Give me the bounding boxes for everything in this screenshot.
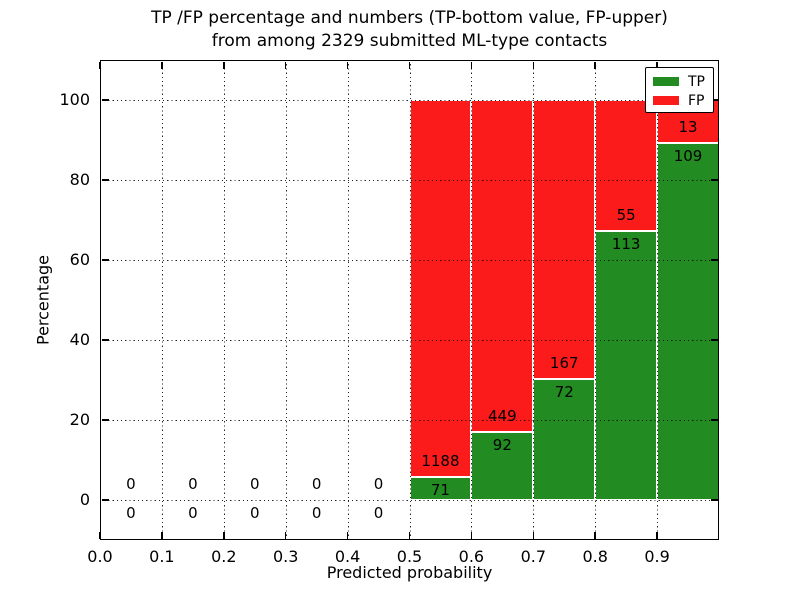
- tick-mark: [656, 61, 658, 69]
- x-tick-label: 0.1: [149, 547, 175, 566]
- x-tick-label: 0.3: [272, 547, 299, 566]
- gridline: [409, 60, 411, 540]
- fp-count-label: 0: [249, 475, 260, 493]
- fp-count-label: 0: [188, 475, 198, 493]
- x-axis-label: Predicted probability: [326, 563, 493, 582]
- fp-count-label: 167: [549, 354, 579, 373]
- bar-segment-tp: [657, 142, 719, 500]
- x-tick-label: 0.6: [458, 547, 485, 566]
- tick-mark: [99, 531, 101, 539]
- fp-count-label: 55: [616, 205, 636, 224]
- x-tick-label: 0.2: [211, 547, 237, 566]
- tick-mark: [656, 531, 658, 539]
- legend-entry: TP: [646, 72, 713, 91]
- tick-mark: [101, 99, 109, 101]
- x-tick-label: 0.4: [334, 547, 361, 566]
- legend: TP FP: [645, 67, 714, 113]
- tick-mark: [346, 531, 349, 539]
- tick-mark: [594, 61, 596, 69]
- gridline: [471, 60, 473, 540]
- tick-mark: [101, 419, 109, 421]
- bar-segment-fp: [471, 100, 534, 432]
- legend-swatch-tp: [653, 77, 679, 86]
- fp-count-label: 0: [311, 475, 322, 493]
- tick-mark: [99, 61, 101, 69]
- tick-mark: [710, 99, 718, 101]
- y-tick-label: 100: [59, 90, 90, 109]
- tp-count-label: 0: [249, 504, 260, 522]
- fp-count-label: 13: [678, 117, 698, 136]
- gridline: [533, 60, 535, 540]
- legend-label: FP: [688, 92, 705, 109]
- fp-count-label: 0: [126, 475, 136, 493]
- tp-count-label: 113: [611, 234, 641, 253]
- fp-count-label: 449: [488, 406, 517, 425]
- tick-mark: [532, 531, 535, 539]
- tick-mark: [408, 531, 411, 539]
- tick-mark: [710, 179, 718, 181]
- fp-count-label: 0: [373, 475, 384, 493]
- y-tick-label: 20: [69, 410, 90, 429]
- tick-mark: [284, 61, 287, 69]
- legend-label: TP: [688, 73, 705, 90]
- tick-mark: [532, 61, 535, 69]
- legend-swatch-fp: [653, 96, 679, 105]
- x-tick-label: 0.5: [396, 547, 423, 566]
- tp-count-label: 0: [373, 504, 384, 522]
- x-tick-label: 0.0: [87, 547, 113, 566]
- tick-mark: [470, 61, 473, 69]
- x-tick-label: 0.9: [644, 547, 670, 566]
- y-tick-label: 40: [69, 330, 90, 349]
- legend-entry: FP: [646, 91, 713, 110]
- tp-count-label: 0: [311, 504, 322, 522]
- x-tick-label: 0.8: [582, 547, 608, 566]
- tick-mark: [710, 339, 718, 341]
- tick-mark: [161, 531, 163, 539]
- gridline: [595, 60, 597, 540]
- tick-mark: [284, 531, 287, 539]
- gridline: [657, 60, 659, 540]
- tick-mark: [101, 179, 109, 181]
- bar-segment-fp: [595, 100, 658, 231]
- tick-mark: [710, 419, 718, 421]
- tick-mark: [710, 499, 718, 501]
- tp-count-label: 109: [673, 146, 703, 165]
- tick-mark: [101, 499, 109, 501]
- tick-mark: [470, 531, 473, 539]
- gridline: [347, 60, 349, 540]
- tp-count-label: 72: [554, 383, 574, 402]
- gridline: [223, 60, 225, 540]
- chart-title-line-2: from among 2329 submitted ML-type contac…: [211, 31, 608, 51]
- tick-mark: [346, 61, 349, 69]
- chart-title: TP /FP percentage and numbers (TP-bottom…: [100, 7, 719, 53]
- tp-count-label: 71: [430, 481, 450, 500]
- y-tick-label: 80: [69, 170, 90, 189]
- tp-count-label: 92: [492, 435, 512, 454]
- tp-count-label: 0: [188, 504, 198, 522]
- gridline: [161, 60, 163, 540]
- tick-mark: [223, 531, 225, 539]
- y-tick-label: 0: [79, 490, 90, 509]
- gridline: [285, 60, 287, 540]
- tick-mark: [101, 259, 109, 261]
- chart-title-line-1: TP /FP percentage and numbers (TP-bottom…: [151, 8, 668, 28]
- tick-mark: [223, 61, 225, 69]
- x-tick-label: 0.7: [520, 547, 547, 566]
- bar-segment-fp: [409, 100, 472, 478]
- tick-mark: [408, 61, 411, 69]
- y-axis-label: Percentage: [33, 254, 53, 346]
- tick-mark: [710, 259, 718, 261]
- tick-mark: [594, 531, 596, 539]
- fp-count-label: 1188: [421, 452, 460, 471]
- tick-mark: [101, 339, 109, 341]
- y-tick-label: 60: [69, 250, 90, 269]
- tick-mark: [161, 61, 163, 69]
- bar-segment-tp: [471, 431, 534, 500]
- tp-count-label: 0: [126, 504, 136, 522]
